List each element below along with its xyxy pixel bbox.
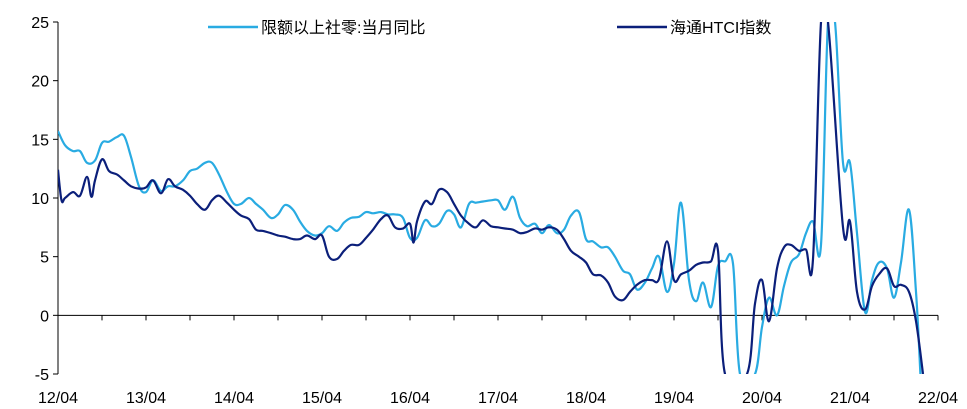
legend-label-2: 海通HTCI指数 [670,19,771,37]
x-tick-label: 14/04 [214,390,254,407]
series-layer [58,22,925,374]
x-tick-label: 16/04 [390,390,430,407]
y-tick-label: 20 [31,74,49,91]
legend-label-1: 限额以上社零:当月同比 [261,19,425,37]
axes: -5 0 5 10 15 20 25 12/04 13/04 14/04 15/04 16/04 17/… [31,15,958,407]
y-tick-label: 25 [31,15,49,32]
x-tick-label: 13/04 [126,390,166,407]
x-tick-label: 22/04 [918,390,958,407]
legend: 限额以上社零:当月同比 海通HTCI指数 [208,19,771,37]
x-tick-label: 20/04 [742,390,782,407]
series-line-1 [58,22,922,374]
y-tick-label: 5 [40,250,49,267]
x-tick-label: 17/04 [478,390,518,407]
x-tick-label: 15/04 [302,390,342,407]
series-line-2 [58,22,925,374]
x-tick-label: 18/04 [566,390,606,407]
x-tick-label: 19/04 [654,390,694,407]
y-tick-label: 0 [40,308,49,325]
y-tick-label: 10 [31,191,49,208]
x-tick-label: 21/04 [830,390,870,407]
x-tick-label: 12/04 [38,390,78,407]
y-tick-label: 15 [31,132,49,149]
y-tick-label: -5 [35,367,49,384]
